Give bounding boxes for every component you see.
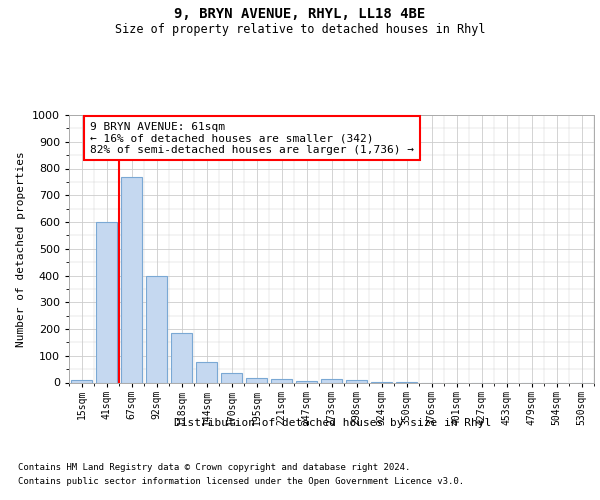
Y-axis label: Number of detached properties: Number of detached properties (16, 151, 26, 346)
Text: 9, BRYN AVENUE, RHYL, LL18 4BE: 9, BRYN AVENUE, RHYL, LL18 4BE (175, 8, 425, 22)
Bar (71, 380, 92, 382)
Bar (96, 222, 117, 382)
Bar (146, 276, 167, 382)
Text: 9 BRYN AVENUE: 61sqm
← 16% of detached houses are smaller (342)
82% of semi-deta: 9 BRYN AVENUE: 61sqm ← 16% of detached h… (90, 122, 414, 155)
Bar (271, 380, 292, 382)
Text: Contains HM Land Registry data © Crown copyright and database right 2024.: Contains HM Land Registry data © Crown c… (18, 464, 410, 472)
Bar (346, 380, 367, 382)
Text: Distribution of detached houses by size in Rhyl: Distribution of detached houses by size … (175, 418, 491, 428)
Bar (171, 333, 192, 382)
Bar (121, 176, 142, 382)
Bar (196, 362, 217, 382)
Text: Contains public sector information licensed under the Open Government Licence v3: Contains public sector information licen… (18, 477, 464, 486)
Bar (246, 378, 267, 382)
Bar (321, 380, 342, 382)
Bar (296, 381, 317, 382)
Text: Size of property relative to detached houses in Rhyl: Size of property relative to detached ho… (115, 22, 485, 36)
Bar (221, 373, 242, 382)
